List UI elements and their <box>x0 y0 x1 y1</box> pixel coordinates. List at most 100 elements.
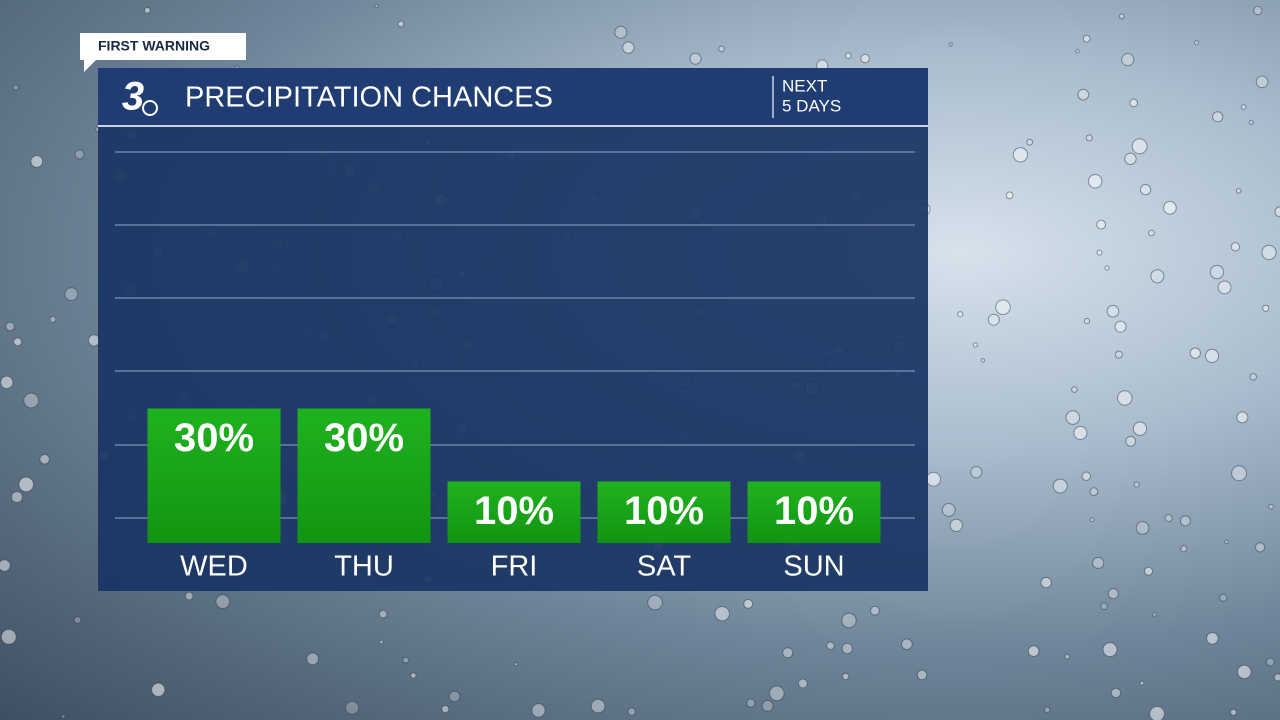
rain-drop <box>378 609 388 619</box>
rain-drop <box>513 662 518 667</box>
rain-drop <box>1274 206 1280 218</box>
rain-drop <box>926 471 942 487</box>
rain-drop <box>1150 269 1165 284</box>
rain-drop <box>30 155 44 168</box>
rain-drop <box>1149 706 1165 720</box>
rain-drop <box>1230 242 1241 252</box>
rain-drop <box>1118 13 1125 20</box>
rain-drop <box>18 476 35 493</box>
rain-drop <box>941 503 956 517</box>
rain-drop <box>970 466 983 479</box>
chart-title: PRECIPITATION CHANCES <box>185 82 553 114</box>
rain-drop <box>1085 134 1093 142</box>
rain-drop <box>948 42 953 47</box>
bar <box>747 481 881 543</box>
rain-drop <box>1114 320 1127 333</box>
rain-drop <box>1240 104 1247 110</box>
rain-drop <box>379 639 384 645</box>
rain-drop <box>1229 708 1237 716</box>
rain-drop <box>49 315 57 323</box>
rain-drop <box>39 453 50 465</box>
badge-box <box>80 33 246 72</box>
rain-drop <box>590 698 606 714</box>
value-label: 30% <box>324 416 404 460</box>
rain-drop <box>1262 304 1270 312</box>
rain-drop <box>1089 517 1095 523</box>
rain-drop <box>374 3 379 9</box>
rain-drop <box>1117 390 1133 406</box>
rain-drop <box>1082 34 1091 43</box>
rain-drop <box>1083 317 1091 325</box>
rain-drop <box>410 672 417 679</box>
rain-drop <box>614 25 628 39</box>
rain-drop <box>1164 514 1173 523</box>
rain-drop <box>306 652 320 666</box>
rain-drop <box>1265 657 1275 667</box>
rain-drop <box>1148 229 1155 237</box>
rain-drop <box>23 392 40 409</box>
rain-drop <box>1043 706 1051 714</box>
rain-drop <box>1219 593 1228 602</box>
rain-drop <box>5 321 15 332</box>
rain-drop <box>1209 264 1225 280</box>
rain-drop <box>1194 40 1200 46</box>
rain-drop <box>1255 542 1266 553</box>
rain-drop <box>1081 471 1092 481</box>
rain-drop <box>13 337 23 347</box>
rain-drop <box>1248 119 1254 125</box>
rain-drop <box>718 45 725 53</box>
rain-drop <box>761 699 774 712</box>
x-tick-label: FRI <box>491 551 538 583</box>
rain-drop <box>1096 249 1103 256</box>
rain-drop <box>1179 515 1191 527</box>
rain-drop <box>0 559 11 572</box>
rain-drop <box>901 638 913 651</box>
rain-drop <box>1224 539 1229 544</box>
rain-drop <box>1236 411 1249 424</box>
value-label: 10% <box>624 489 704 533</box>
rain-drop <box>743 598 754 609</box>
rain-drop <box>1132 421 1148 436</box>
rain-drop <box>1027 645 1040 657</box>
rain-drop <box>627 707 636 716</box>
rain-drop <box>1106 304 1120 318</box>
rain-drop <box>345 700 360 715</box>
rain-drop <box>1110 687 1122 699</box>
bar <box>597 481 731 543</box>
x-tick-label: SAT <box>637 551 692 583</box>
rain-drop <box>1114 350 1123 359</box>
bar <box>447 481 581 543</box>
rain-drop <box>1005 191 1014 200</box>
rain-drop <box>1096 219 1107 230</box>
rain-drop <box>151 682 166 697</box>
rain-drop <box>87 334 101 347</box>
logo: 3 <box>122 75 144 119</box>
rain-drop <box>1071 386 1078 393</box>
rain-drop <box>860 53 870 64</box>
rain-drop <box>957 311 964 318</box>
rain-drop <box>441 704 450 714</box>
rain-drop <box>64 287 79 302</box>
rain-drop <box>1261 244 1277 261</box>
x-tick-label: WED <box>180 551 248 583</box>
rain-drop <box>869 605 880 616</box>
rain-drop <box>1231 465 1247 482</box>
rain-drop <box>74 149 85 160</box>
value-label: 30% <box>174 416 254 460</box>
bar <box>147 408 281 543</box>
rain-drop <box>1255 75 1269 89</box>
rain-drop <box>1124 152 1137 166</box>
rain-drop <box>844 52 852 60</box>
rain-drop <box>1026 138 1034 146</box>
rain-drop <box>1052 478 1068 494</box>
logo-eye <box>142 100 158 116</box>
rain-drop <box>10 490 24 504</box>
rain-drop <box>1087 174 1103 189</box>
header-band <box>98 68 928 126</box>
rain-drop <box>972 342 978 348</box>
rain-drop <box>1139 680 1145 686</box>
rain-drop <box>1092 556 1105 570</box>
rain-drop <box>714 605 730 622</box>
